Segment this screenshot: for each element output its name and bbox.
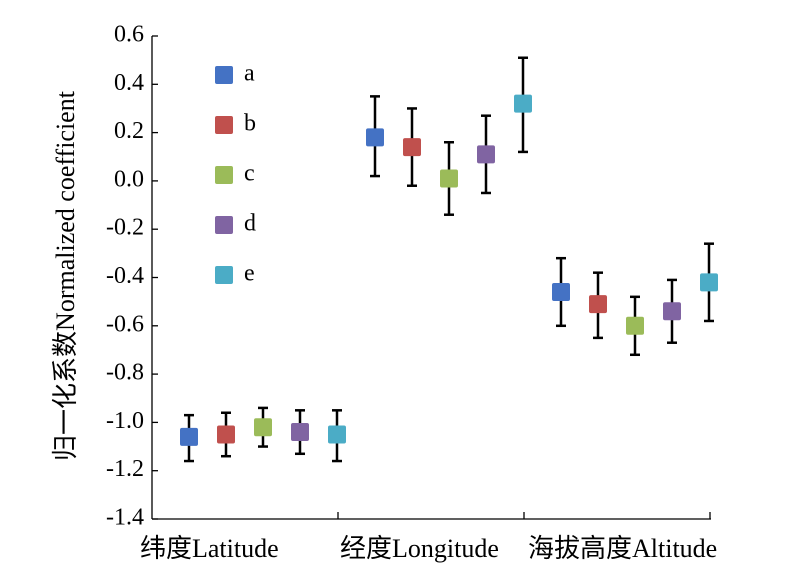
y-tick-label: -0.4 — [106, 263, 144, 289]
data-point-c — [440, 169, 458, 188]
data-point-b — [589, 295, 607, 314]
data-point-b — [217, 425, 235, 444]
y-tick-label: -1.2 — [106, 456, 144, 482]
data-point-a — [180, 427, 198, 446]
legend-swatch-e — [215, 266, 233, 284]
category-label: 经度Longitude — [340, 534, 499, 563]
y-tick-label: -1.4 — [106, 505, 144, 531]
legend-swatch-c — [215, 166, 233, 184]
data-point-c — [254, 418, 272, 437]
legend-swatch-d — [215, 216, 233, 234]
category-label: 海拔高度Altitude — [528, 534, 717, 563]
category-label: 纬度Latitude — [140, 534, 279, 563]
axes — [151, 35, 711, 520]
data-marks — [180, 56, 718, 463]
legend-swatch-b — [215, 116, 233, 134]
y-tick-label: 0.6 — [114, 22, 144, 48]
y-tick-labels: 0.6 0.4 0.2 0.0 -0.2 -0.4 -0.6 -0.8 -1.0 -1.2 -1.4 — [106, 22, 144, 531]
data-point-a — [366, 128, 384, 147]
data-point-c — [626, 316, 644, 335]
legend-label-e: e — [244, 261, 255, 287]
data-point-d — [477, 145, 495, 164]
data-point-e — [700, 273, 718, 292]
y-tick-label: -1.0 — [106, 408, 144, 434]
data-point-a — [552, 282, 570, 301]
y-tick-label: 0.2 — [114, 118, 144, 144]
category-labels: 纬度Latitude 经度Longitude 海拔高度Altitude — [140, 534, 717, 563]
data-point-e — [328, 425, 346, 444]
legend-label-c: c — [244, 161, 255, 187]
data-point-d — [663, 302, 681, 321]
y-tick-label: -0.8 — [106, 360, 144, 386]
data-point-b — [403, 138, 421, 157]
y-axis-label: 归一化系数Normalized coefficient — [51, 90, 80, 461]
y-tick-label: 0.4 — [114, 70, 144, 96]
data-point-e — [514, 94, 532, 113]
legend-swatch-a — [215, 66, 233, 84]
y-tick-label: -0.6 — [106, 311, 144, 337]
legend-label-a: a — [244, 61, 255, 87]
y-tick-label: 0.0 — [114, 166, 144, 192]
legend-label-d: d — [244, 211, 256, 237]
legend-label-b: b — [244, 111, 256, 137]
y-tick-label: -0.2 — [106, 215, 144, 241]
data-point-d — [291, 423, 309, 442]
